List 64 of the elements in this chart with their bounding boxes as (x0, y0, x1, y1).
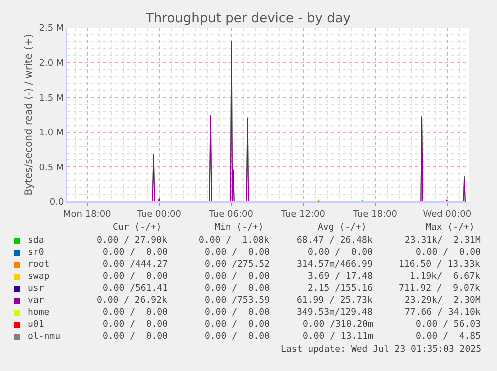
y-tick-label: 0.0 (50, 198, 64, 208)
text: 0.00 / 0.00 (308, 248, 374, 258)
text: 23.31k/ 2.31M (405, 236, 482, 246)
text: 77.66 / 34.10k (405, 308, 482, 318)
x-tick-label: Tue 06:00 (208, 210, 254, 220)
text: 68.47 / 26.48k (297, 236, 374, 246)
text: 1.19k/ 6.67k (410, 272, 482, 282)
text: 0.00 /310.20m (303, 320, 374, 330)
y-tick-label: 1.0 M (39, 128, 64, 139)
text: 0.00 / 0.00 (416, 248, 482, 258)
text: 0.00 /753.59 (205, 296, 270, 306)
text: 0.00 / 4.85 (416, 332, 482, 342)
text: 0.00 / 1.08k (199, 236, 270, 246)
y-axis-title: Bytes/second read (-) / write (+) (24, 34, 36, 196)
x-tick-label: Wed 00:00 (423, 210, 472, 220)
text: Max (-/+) (426, 223, 475, 233)
legend-label: home (28, 308, 50, 318)
text: 0.00 / 0.00 (205, 272, 270, 282)
x-tick-label: Tue 00:00 (136, 210, 182, 220)
x-tick-label: Mon 18:00 (64, 210, 112, 220)
text: 0.00 / 0.00 (103, 248, 168, 258)
legend-label: usr (28, 284, 45, 294)
text: Last update: Wed Jul 23 01:35:03 2025 (281, 345, 482, 355)
text: 0.00 / 56.03 (416, 320, 482, 330)
text: Cur (-/+) (113, 223, 162, 233)
x-tick-label: Tue 18:00 (352, 210, 398, 220)
x-tick-label: Tue 12:00 (280, 210, 326, 220)
y-tick-label: 2.5 M (39, 24, 64, 34)
text: 0.00 / 27.90k (97, 236, 168, 246)
y-tick-label: 0.5 M (39, 163, 64, 174)
text: 0.00 /275.52 (205, 260, 270, 270)
chart-title: Throughput per device - by day (144, 12, 352, 27)
text: 0.00 / 0.00 (103, 308, 168, 318)
text: 0.00 / 13.11m (303, 332, 374, 342)
text: 0.00 / 0.00 (205, 332, 270, 342)
text: 314.57m/466.99 (297, 260, 373, 270)
y-tick-label: 2.0 M (39, 58, 64, 69)
text: 0.00 / 0.00 (103, 272, 168, 282)
text: 116.50 / 13.33k (399, 260, 481, 270)
text: 0.00 / 26.92k (97, 296, 168, 306)
legend-label: u01 (28, 320, 44, 330)
text: 0.00 / 0.00 (103, 320, 168, 330)
text: 2.15 /155.16 (308, 284, 374, 294)
text: 61.99 / 25.73k (297, 296, 374, 306)
legend-label: sda (28, 236, 44, 246)
text: 3.69 / 17.48 (308, 272, 374, 282)
legend-label: sr0 (28, 248, 44, 258)
text: 0.00 / 0.00 (205, 308, 270, 318)
text: 0.00 / 0.00 (205, 320, 270, 330)
text: 0.00 / 0.00 (103, 332, 168, 342)
text: Avg (-/+) (318, 223, 367, 233)
legend-label: root (28, 260, 50, 270)
text: 711.92 / 9.07k (399, 284, 481, 294)
legend-label: ol-nmu (28, 332, 61, 342)
text: 23.29k/ 2.30M (405, 296, 482, 306)
legend-label: var (28, 296, 45, 306)
legend-label: swap (28, 272, 50, 282)
text: 349.53m/129.48 (297, 308, 373, 318)
text: 0.00 /561.41 (103, 284, 168, 294)
text: 0.00 /444.27 (103, 260, 168, 270)
text: 0.00 / 0.00 (205, 284, 270, 294)
y-tick-label: 1.5 M (39, 94, 64, 104)
text: 0.00 / 0.00 (205, 248, 270, 258)
text: Min (-/+) (215, 223, 264, 233)
